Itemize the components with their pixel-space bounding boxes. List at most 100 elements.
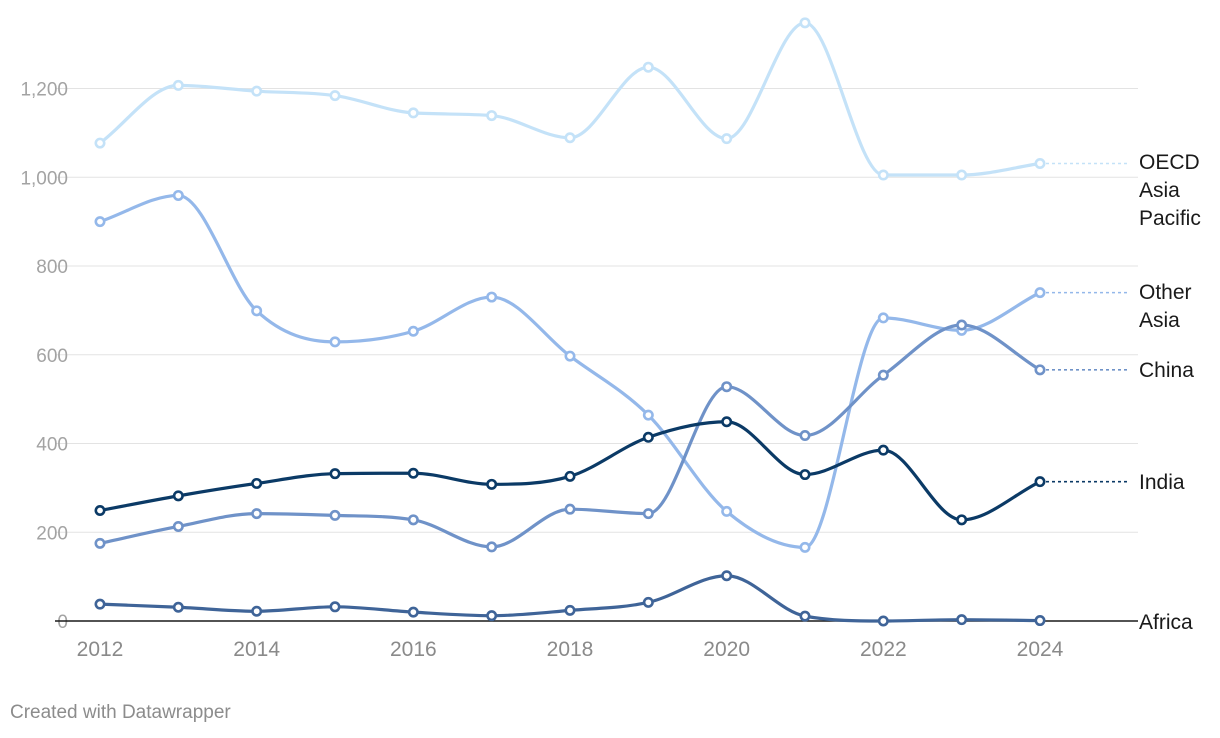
data-point-india-2016 [407, 467, 419, 479]
data-point-other-asia-2022 [877, 312, 889, 324]
data-point-other-asia-2016 [407, 325, 419, 337]
data-point-other-asia-2020 [721, 505, 733, 517]
series-label-line: Africa [1139, 611, 1193, 634]
data-point-india-2013 [172, 490, 184, 502]
data-point-india-2017 [486, 478, 498, 490]
data-point-china-2017 [486, 541, 498, 553]
label-leaders [1046, 162, 1130, 483]
data-point-other-asia-2015 [329, 336, 341, 348]
data-point-china-2012 [94, 537, 106, 549]
data-point-china-2016 [407, 514, 419, 526]
data-point-china-2024 [1034, 364, 1046, 376]
data-point-china-2018 [564, 503, 576, 515]
series-line-oecd-asia-pacific [98, 21, 1042, 177]
y-tick-label: 1,000 [20, 168, 68, 189]
data-point-other-asia-2018 [564, 350, 576, 362]
data-point-other-asia-2019 [642, 409, 654, 421]
data-point-china-2021 [799, 430, 811, 442]
data-point-africa-2015 [329, 601, 341, 613]
data-point-china-2014 [251, 508, 263, 520]
x-tick-label: 2022 [860, 638, 907, 661]
data-point-other-asia-2013 [172, 189, 184, 201]
y-tick-label: 600 [36, 346, 68, 367]
data-point-china-2020 [721, 381, 733, 393]
series-label-india: India [1139, 471, 1185, 494]
data-point-africa-2016 [407, 606, 419, 618]
data-point-india-2015 [329, 468, 341, 480]
data-point-africa-2012 [94, 598, 106, 610]
x-tick-label: 2024 [1017, 638, 1064, 661]
x-tick-label: 2020 [703, 638, 750, 661]
series-label-line: Asia [1139, 309, 1180, 332]
data-point-china-2019 [642, 508, 654, 520]
series-label-other-asia: Other Asia [1139, 281, 1192, 332]
data-point-oecd-asia-pacific-2015 [329, 90, 341, 102]
y-tick-label: 1,200 [20, 80, 68, 101]
data-point-china-2013 [172, 520, 184, 532]
x-tick-label: 2014 [233, 638, 280, 661]
y-tick-label: 0 [57, 612, 68, 633]
data-point-china-2015 [329, 509, 341, 521]
x-tick-label: 2018 [547, 638, 594, 661]
data-point-china-2023 [956, 319, 968, 331]
series-label-africa: Africa [1139, 611, 1193, 634]
data-point-oecd-asia-pacific-2022 [877, 169, 889, 181]
y-axis: 0 200 400 600 800 1,000 1,200 [20, 80, 68, 634]
y-tick-label: 800 [36, 257, 68, 278]
series-points [94, 17, 1046, 627]
data-point-china-2022 [877, 369, 889, 381]
data-point-oecd-asia-pacific-2024 [1034, 157, 1046, 169]
data-point-africa-2022 [877, 615, 889, 627]
data-point-oecd-asia-pacific-2019 [642, 61, 654, 73]
data-point-oecd-asia-pacific-2013 [172, 79, 184, 91]
series-label-line: Asia [1139, 179, 1180, 202]
series-label-line: OECD [1139, 151, 1200, 174]
data-point-africa-2020 [721, 570, 733, 582]
data-point-africa-2013 [172, 601, 184, 613]
data-point-india-2022 [877, 444, 889, 456]
x-tick-label: 2012 [77, 638, 124, 661]
data-point-other-asia-2012 [94, 216, 106, 228]
series-label-oecd-asia-pacific: OECD Asia Pacific [1139, 151, 1201, 230]
data-point-other-asia-2014 [251, 305, 263, 317]
series-label-line: India [1139, 471, 1185, 494]
series-label-china: China [1139, 359, 1194, 382]
data-point-india-2019 [642, 431, 654, 443]
series-labels: OECD Asia Pacific Other Asia China India Africa [1139, 151, 1201, 634]
data-point-africa-2018 [564, 604, 576, 616]
data-point-india-2018 [564, 470, 576, 482]
y-tick-label: 200 [36, 523, 68, 544]
data-point-india-2012 [94, 505, 106, 517]
data-point-africa-2019 [642, 596, 654, 608]
series-lines [98, 21, 1042, 623]
data-point-oecd-asia-pacific-2014 [251, 85, 263, 97]
data-point-india-2014 [251, 477, 263, 489]
data-point-oecd-asia-pacific-2020 [721, 133, 733, 145]
data-point-other-asia-2024 [1034, 287, 1046, 299]
data-point-india-2020 [721, 416, 733, 428]
data-point-oecd-asia-pacific-2017 [486, 110, 498, 122]
data-point-other-asia-2021 [799, 541, 811, 553]
x-axis: 2012 2014 2016 2018 2020 2022 2024 [55, 620, 1138, 661]
series-label-line: Other [1139, 281, 1192, 304]
data-point-india-2024 [1034, 476, 1046, 488]
data-point-africa-2024 [1034, 615, 1046, 627]
y-tick-label: 400 [36, 435, 68, 456]
data-point-oecd-asia-pacific-2021 [799, 17, 811, 29]
data-point-africa-2021 [799, 610, 811, 622]
data-point-india-2023 [956, 514, 968, 526]
data-point-africa-2014 [251, 605, 263, 617]
data-point-india-2021 [799, 469, 811, 481]
data-point-oecd-asia-pacific-2012 [94, 137, 106, 149]
data-point-africa-2017 [486, 610, 498, 622]
data-point-oecd-asia-pacific-2016 [407, 107, 419, 119]
series-line-other-asia [98, 193, 1042, 549]
credit-text: Created with Datawrapper [10, 702, 231, 723]
data-point-other-asia-2017 [486, 291, 498, 303]
data-point-oecd-asia-pacific-2023 [956, 169, 968, 181]
data-point-oecd-asia-pacific-2018 [564, 132, 576, 144]
data-point-africa-2023 [956, 614, 968, 626]
x-tick-label: 2016 [390, 638, 437, 661]
series-label-line: China [1139, 359, 1194, 382]
